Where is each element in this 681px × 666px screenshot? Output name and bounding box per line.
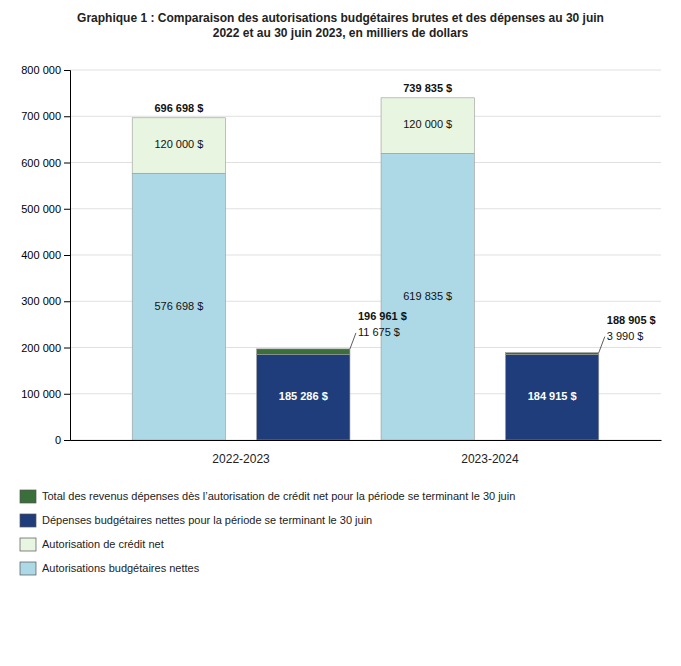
y-tick-mark — [64, 209, 70, 210]
legend-item: Total des revenus dépenses dès l’autoris… — [20, 490, 515, 503]
data-label: 11 675 $ — [358, 326, 400, 338]
y-tick: 400 000 — [21, 249, 70, 261]
bar-segment — [381, 153, 474, 440]
data-labels: 576 698 $ 619 835 $ 120 000 $ 120 000 $ 185 … — [154, 82, 655, 402]
legend-label: Autorisations budgétaires nettes — [42, 562, 200, 574]
legend-label: Total des revenus dépenses dès l’autoris… — [42, 490, 515, 502]
y-tick-mark — [64, 394, 70, 395]
legend-swatch — [20, 490, 36, 503]
legend-item: Autorisations budgétaires nettes — [20, 562, 200, 575]
y-axis-line — [64, 71, 71, 441]
bar-segment — [257, 354, 350, 440]
data-label: 120 000 $ — [403, 118, 452, 130]
leader-line — [350, 333, 356, 349]
grid — [70, 70, 661, 440]
y-tick-mark — [64, 440, 70, 441]
title: Graphique 1 : Comparaison des autorisati… — [77, 11, 604, 40]
y-tick: 300 000 — [21, 295, 70, 307]
data-label: 185 286 $ — [279, 390, 328, 402]
y-tick: 700 000 — [21, 110, 70, 122]
y-axis: 0 100 000 200 000 300 000 400 000 500 000 600 … — [21, 64, 70, 446]
y-tick-label: 500 000 — [21, 203, 61, 215]
total-label: 696 698 $ — [154, 102, 203, 114]
y-tick-label: 300 000 — [21, 295, 61, 307]
grid-line — [70, 70, 661, 71]
y-tick-label: 400 000 — [21, 249, 61, 261]
y-tick: 0 — [55, 434, 70, 446]
legend-item: Dépenses budgétaires nettes pour la péri… — [20, 514, 372, 527]
legend-swatch — [20, 514, 36, 527]
bar-segment — [257, 349, 350, 354]
bar-segment — [132, 173, 225, 440]
legend-swatch — [20, 538, 36, 551]
legend-label: Autorisation de crédit net — [42, 538, 164, 550]
legend-swatch — [20, 562, 36, 575]
leader-line — [599, 337, 605, 353]
total-label: 188 905 $ — [607, 314, 656, 326]
bar-segment — [381, 98, 474, 154]
bar-segment — [505, 353, 598, 355]
chart: Graphique 1 : Comparaison des autorisati… — [0, 0, 681, 666]
y-tick: 500 000 — [21, 203, 70, 215]
data-label: 619 835 $ — [403, 290, 452, 302]
legend-item: Autorisation de crédit net — [20, 538, 164, 551]
y-tick-label: 200 000 — [21, 342, 61, 354]
title-line: Graphique 1 : Comparaison des autorisati… — [77, 11, 604, 25]
bar-segment — [505, 354, 598, 440]
total-label: 739 835 $ — [403, 82, 452, 94]
y-tick-mark — [64, 70, 70, 71]
legend: Total des revenus dépenses dès l’autoris… — [20, 490, 515, 575]
x-axis-line — [71, 440, 662, 441]
data-label: 576 698 $ — [154, 300, 203, 312]
y-tick: 100 000 — [21, 388, 70, 400]
y-tick-label: 0 — [55, 434, 61, 446]
y-tick-label: 700 000 — [21, 110, 61, 122]
bars — [132, 98, 599, 440]
x-tick-label: 2023-2024 — [461, 452, 519, 466]
x-tick: 2023-2024 — [461, 452, 519, 466]
y-tick-mark — [64, 348, 70, 349]
y-tick-mark — [64, 301, 70, 302]
y-tick-mark — [64, 163, 70, 164]
data-label: 120 000 $ — [154, 138, 203, 150]
total-label: 196 961 $ — [358, 310, 407, 322]
legend-label: Dépenses budgétaires nettes pour la péri… — [42, 514, 372, 526]
y-tick-label: 600 000 — [21, 157, 61, 169]
data-label: 3 990 $ — [607, 330, 644, 342]
y-tick: 800 000 — [21, 64, 70, 76]
bar-segment — [132, 118, 225, 174]
y-tick: 200 000 — [21, 342, 70, 354]
y-tick-label: 100 000 — [21, 388, 61, 400]
y-tick-label: 800 000 — [21, 64, 61, 76]
y-tick-mark — [64, 116, 70, 117]
x-tick-label: 2022-2023 — [212, 452, 270, 466]
title-line: 2022 et au 30 juin 2023, en milliers de … — [213, 26, 469, 40]
data-label: 184 915 $ — [528, 390, 577, 402]
x-tick: 2022-2023 — [212, 452, 270, 466]
y-tick: 600 000 — [21, 157, 70, 169]
grid-line — [70, 116, 661, 117]
y-tick-mark — [64, 255, 70, 256]
x-axis: 2022-2023 2023-2024 — [71, 441, 662, 466]
